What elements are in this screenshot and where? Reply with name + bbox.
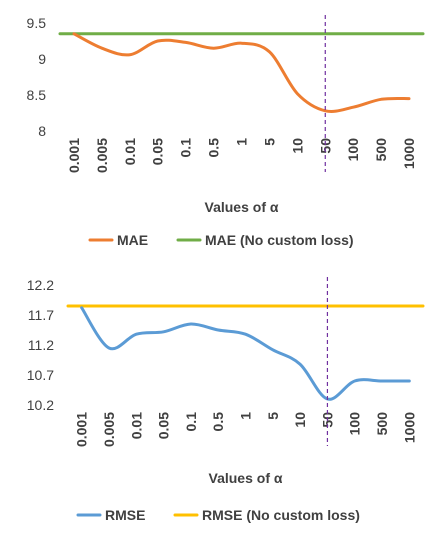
x-tick-label: 50 bbox=[317, 138, 333, 154]
y-tick-label: 10.2 bbox=[27, 397, 54, 413]
x-tick-label: 0.1 bbox=[178, 138, 194, 158]
x-tick-label: 0.5 bbox=[210, 412, 226, 432]
legend-label: MAE bbox=[117, 232, 148, 248]
x-tick-label: 0.01 bbox=[122, 138, 138, 165]
legend-label: RMSE (No custom loss) bbox=[202, 507, 360, 523]
x-tick-label: 5 bbox=[265, 412, 281, 420]
x-tick-label: 0.005 bbox=[94, 138, 110, 173]
rmse-chart: 10.2 10.7 11.2 11.7 12.2 0.001 0.005 0.01 0.05 0.… bbox=[27, 277, 425, 523]
x-tick-label: 0.01 bbox=[128, 412, 144, 439]
y-tick-label: 9 bbox=[38, 51, 46, 67]
x-tick-label: 0.05 bbox=[150, 138, 166, 165]
y-tick-label: 12.2 bbox=[27, 277, 54, 293]
y-tick-label: 8 bbox=[38, 123, 46, 139]
x-tick-label: 1000 bbox=[401, 412, 417, 443]
x-tick-label: 0.1 bbox=[183, 412, 199, 432]
x-tick-label: 0.005 bbox=[101, 412, 117, 447]
y-tick-label: 11.2 bbox=[28, 337, 54, 353]
y-tick-label: 10.7 bbox=[27, 367, 54, 383]
x-tick-label: 0.001 bbox=[74, 412, 90, 447]
legend-label: RMSE bbox=[105, 507, 145, 523]
x-tick-label: 5 bbox=[261, 138, 277, 146]
series-line-primary bbox=[72, 32, 411, 113]
x-tick-label: 0.001 bbox=[66, 138, 82, 173]
y-tick-label: 11.7 bbox=[28, 307, 54, 323]
x-tick-label: 0.5 bbox=[206, 138, 222, 158]
x-tick-label: 100 bbox=[345, 138, 361, 162]
x-tick-label: 1 bbox=[234, 138, 250, 146]
x-tick-label: 10 bbox=[292, 412, 308, 428]
x-axis-label: Values of α bbox=[205, 199, 279, 215]
series-line-primary bbox=[80, 306, 411, 401]
x-tick-label: 10 bbox=[289, 138, 305, 154]
legend-label: MAE (No custom loss) bbox=[205, 232, 354, 248]
y-tick-label: 9.5 bbox=[27, 15, 47, 31]
x-tick-label: 1000 bbox=[401, 138, 417, 169]
x-tick-label: 500 bbox=[374, 412, 390, 436]
mae-chart: 8 8.5 9 9.5 0.001 0.005 0.01 0.05 0.1 0.5 1 5 10 50 10… bbox=[27, 15, 425, 248]
x-axis-label: Values of α bbox=[209, 470, 283, 486]
x-tick-label: 0.05 bbox=[156, 412, 172, 439]
x-tick-label: 1 bbox=[238, 412, 254, 420]
x-tick-label: 100 bbox=[347, 412, 363, 436]
y-tick-label: 8.5 bbox=[27, 87, 47, 103]
x-tick-label: 500 bbox=[373, 138, 389, 162]
